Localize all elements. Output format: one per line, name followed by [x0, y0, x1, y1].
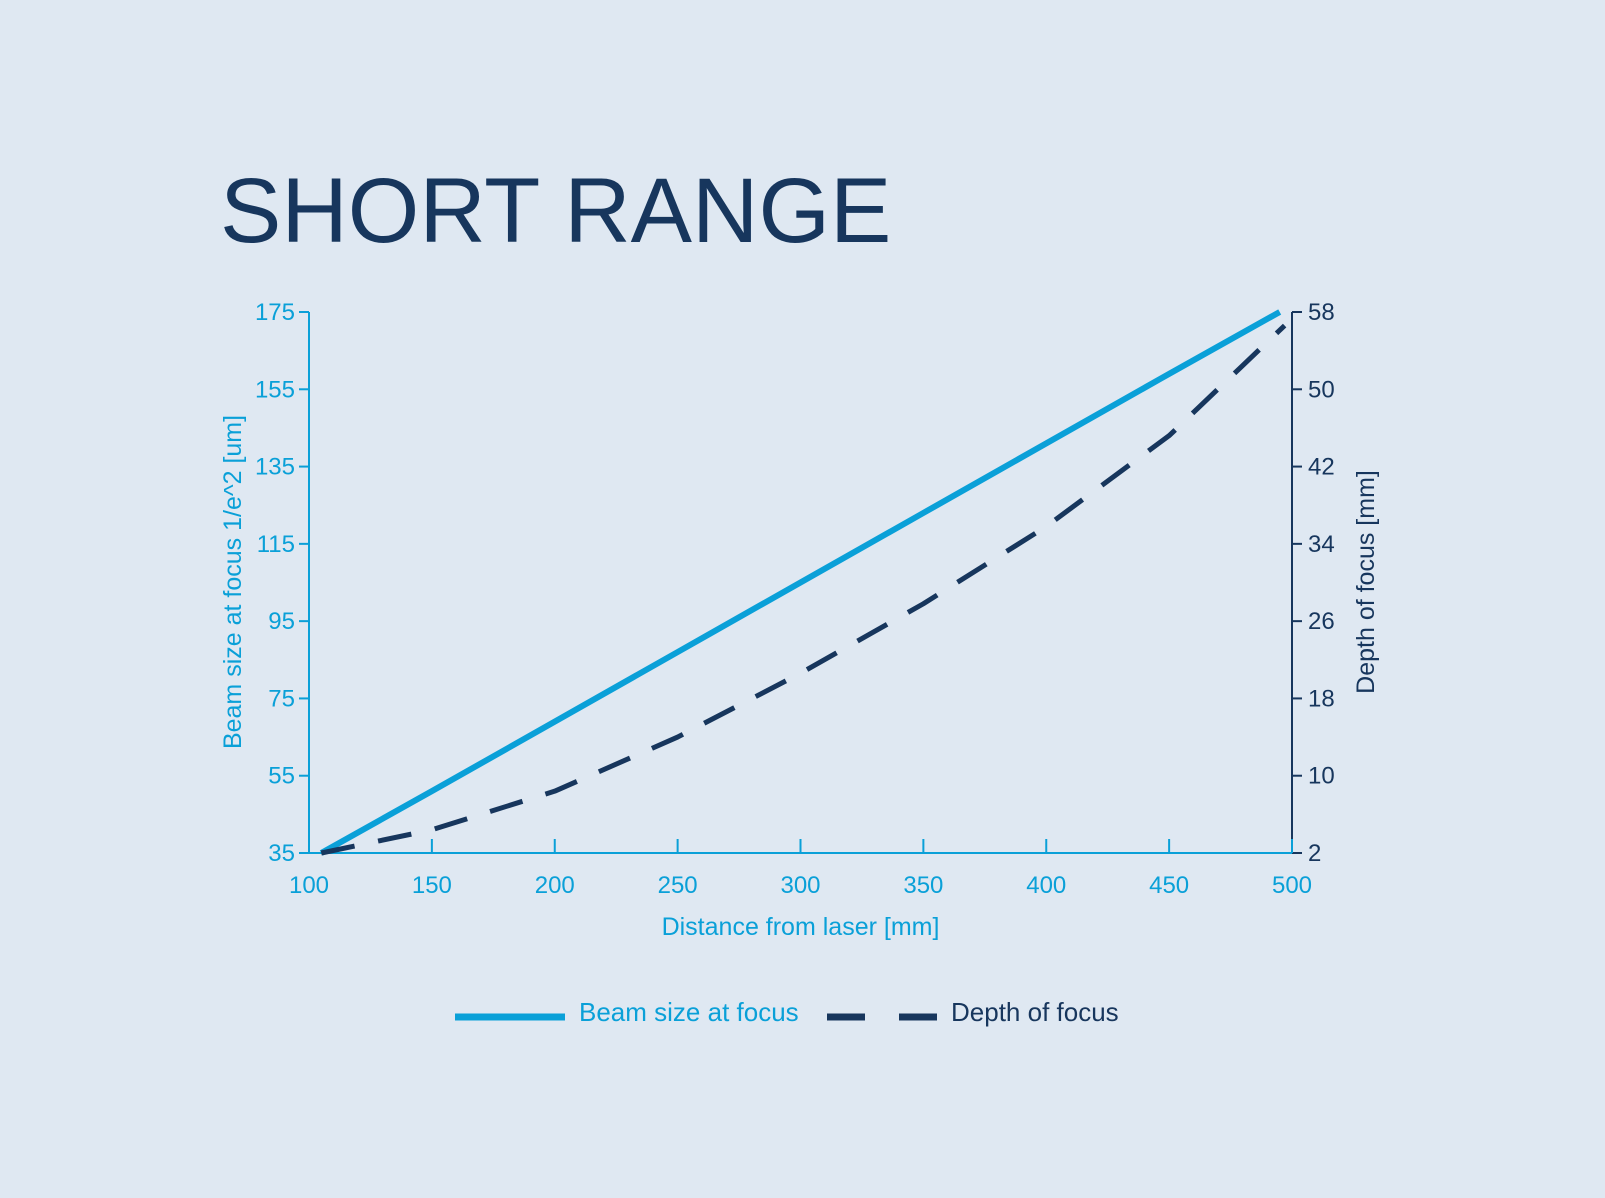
- x-tick-label: 200: [535, 872, 575, 899]
- x-tick-label: 350: [903, 872, 943, 899]
- right-tick-label: 2: [1308, 840, 1321, 867]
- right-tick-label: 10: [1308, 763, 1335, 790]
- left-tick-label: 115: [257, 531, 295, 558]
- x-axis-title: Distance from laser [mm]: [662, 913, 940, 941]
- x-tick-label: 450: [1149, 872, 1189, 899]
- depth-of-focus-series-line: [320, 323, 1287, 856]
- legend-depth-label: Depth of focus: [951, 997, 1119, 1027]
- left-tick-label: 155: [255, 376, 295, 403]
- left-tick-label: 75: [268, 685, 295, 712]
- right-tick-label: 50: [1308, 376, 1335, 403]
- left-tick-label: 135: [255, 454, 295, 481]
- ticks-group: 35 55 75 95 115 135 155 175 2 10 18 26 34 42 50 58 100 15…: [255, 299, 1335, 899]
- x-tick-label: 500: [1272, 872, 1312, 899]
- chart-title: SHORT RANGE: [220, 160, 891, 262]
- right-tick-label: 34: [1308, 531, 1335, 558]
- beam-size-series-line: [319, 309, 1282, 856]
- legend-beam-label: Beam size at focus: [579, 997, 799, 1027]
- left-tick-label: 175: [255, 299, 295, 326]
- right-tick-label: 18: [1308, 685, 1335, 712]
- right-y-axis-title: Depth of focus [mm]: [1352, 470, 1380, 694]
- right-tick-label: 58: [1308, 299, 1335, 326]
- x-tick-label: 400: [1026, 872, 1066, 899]
- legend: Beam size at focus Depth of focus: [455, 997, 1119, 1027]
- left-tick-label: 55: [268, 763, 295, 790]
- x-tick-label: 150: [412, 872, 452, 899]
- right-tick-label: 42: [1308, 454, 1335, 481]
- left-tick-label: 35: [268, 840, 295, 867]
- x-tick-label: 300: [780, 872, 820, 899]
- right-tick-label: 26: [1308, 608, 1335, 635]
- x-tick-label: 100: [289, 872, 329, 899]
- x-tick-label: 250: [658, 872, 698, 899]
- left-tick-label: 95: [268, 608, 295, 635]
- series-group: [319, 309, 1287, 856]
- left-y-axis-title: Beam size at focus 1/e^2 [um]: [219, 415, 247, 749]
